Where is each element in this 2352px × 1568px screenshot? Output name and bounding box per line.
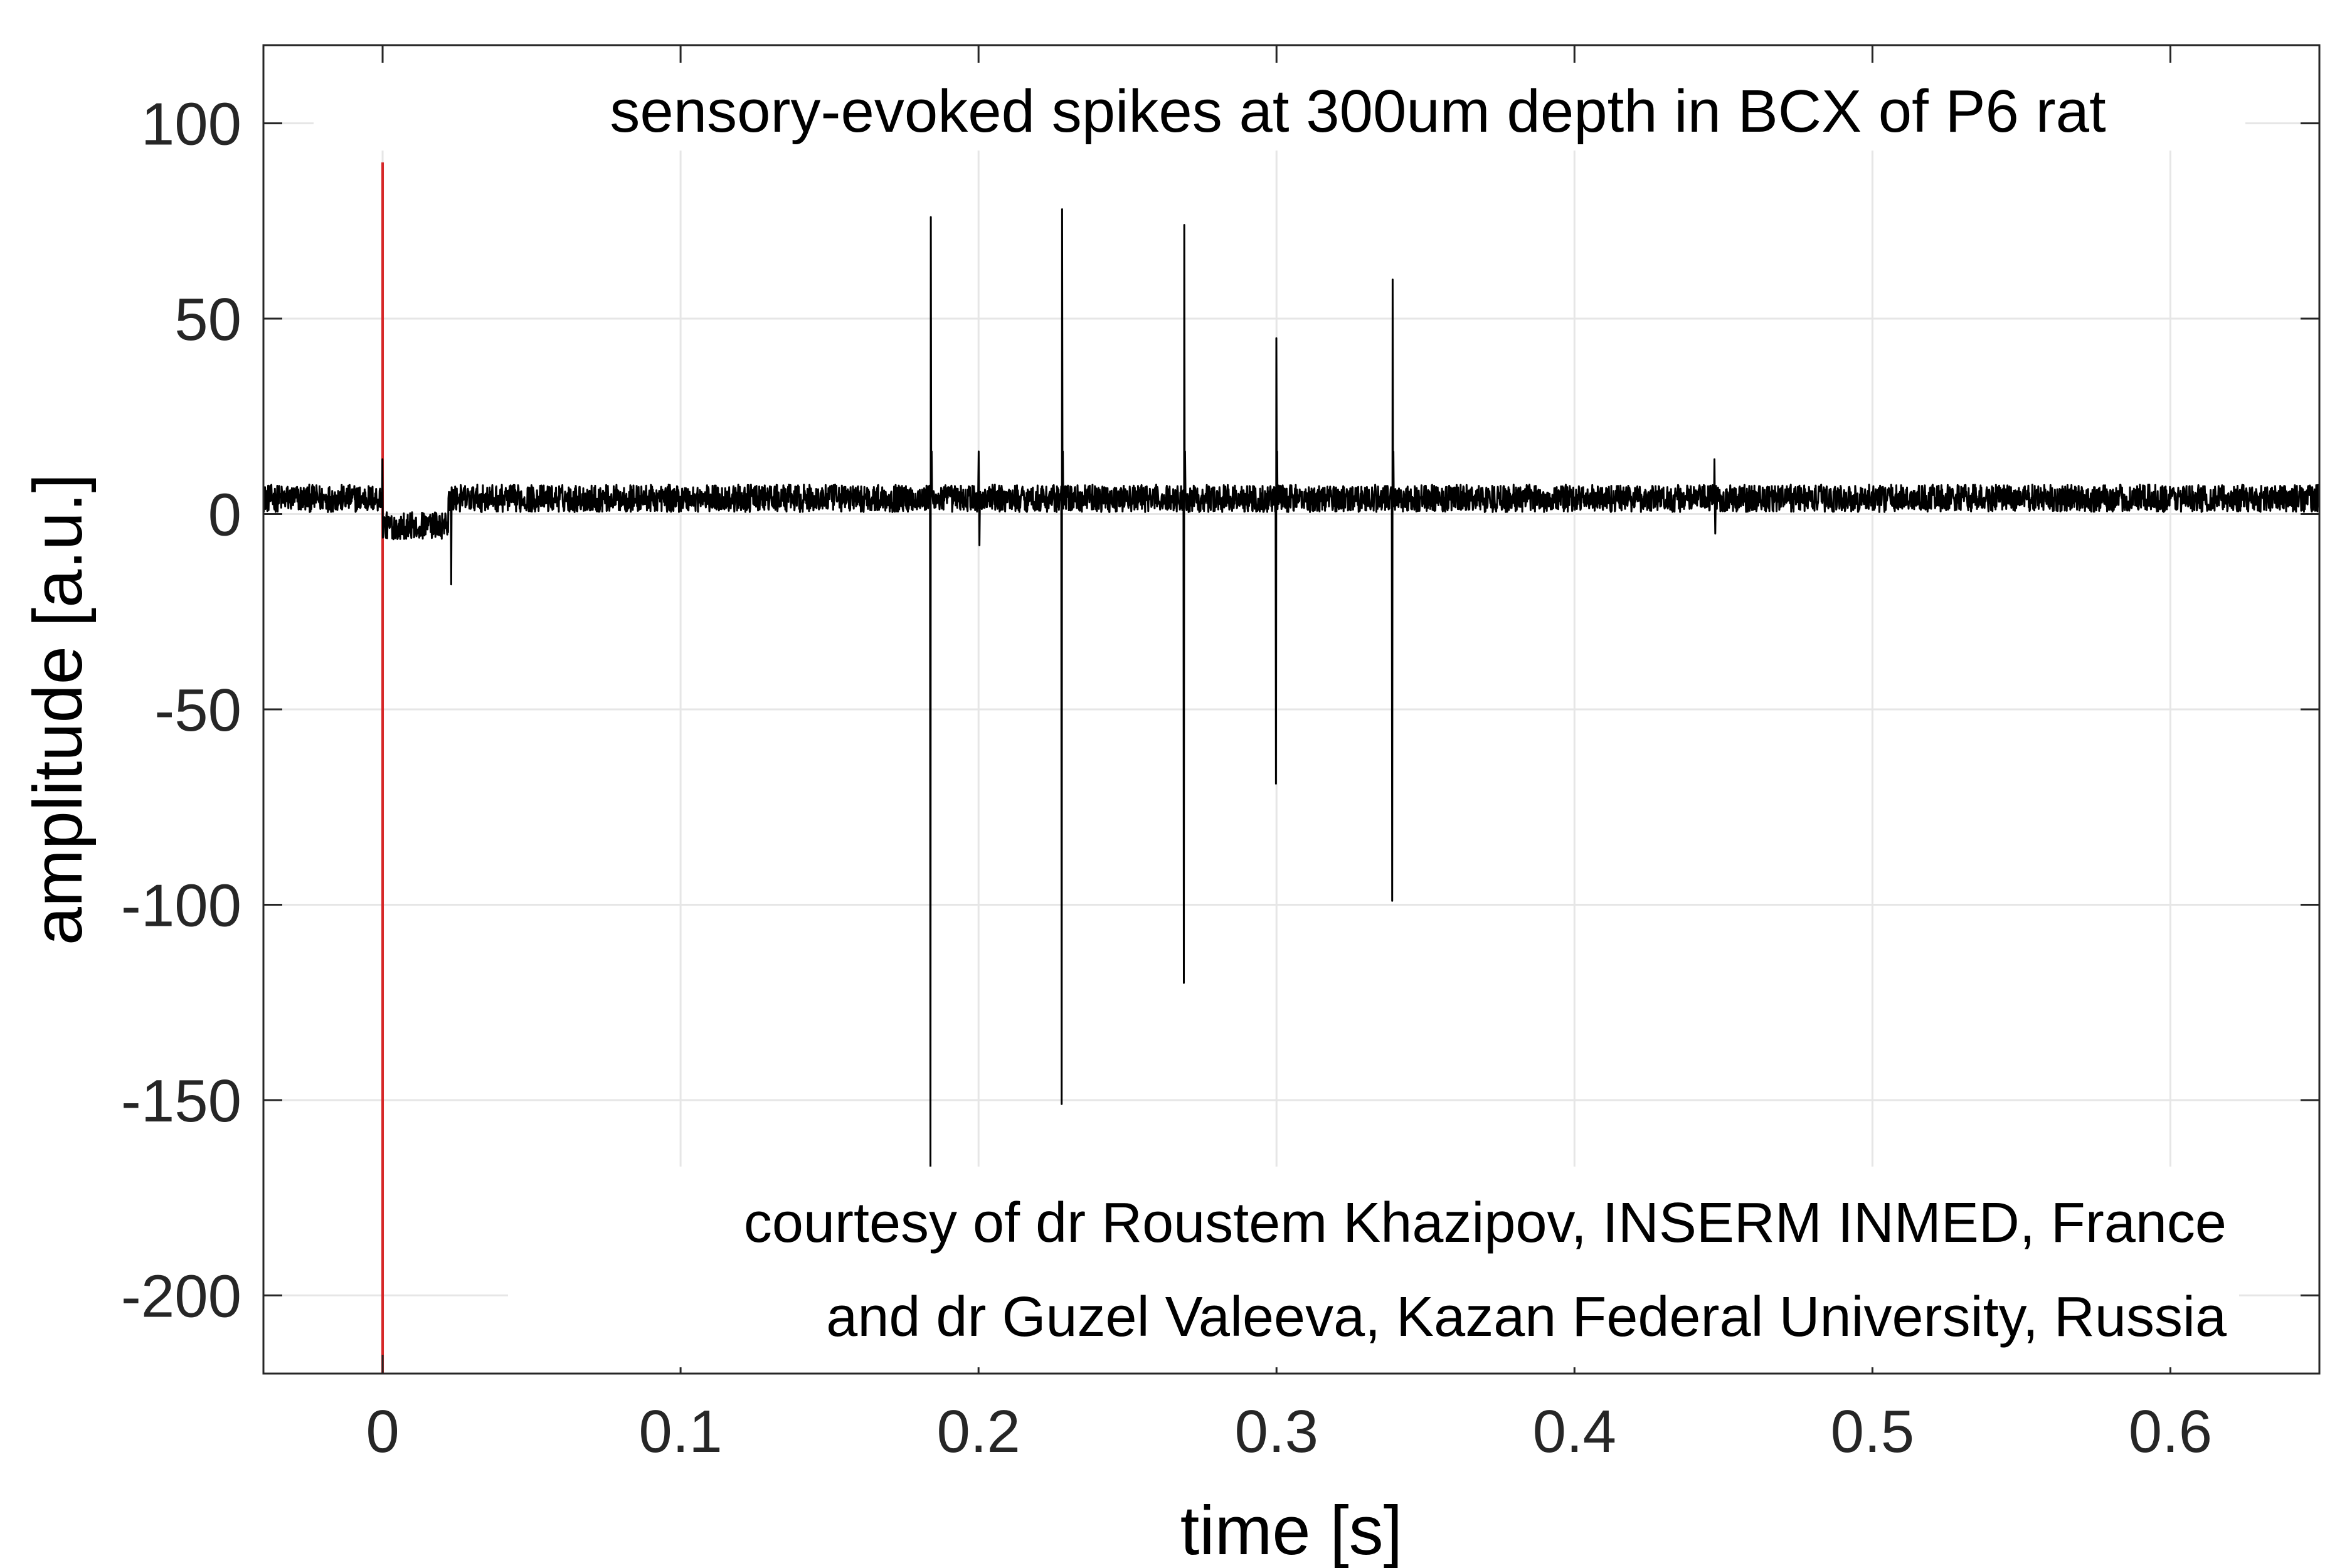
x-tick-label: 0.4	[1533, 1398, 1616, 1465]
x-tick-label: 0.6	[2129, 1398, 2212, 1465]
annotation-line-1: courtesy of dr Roustem Khazipov, INSERM …	[744, 1192, 2227, 1254]
x-tick-label: 0.5	[1831, 1398, 1914, 1465]
annotation-group: courtesy of dr Roustem Khazipov, INSERM …	[508, 1167, 2239, 1367]
y-tick-label: -50	[154, 677, 241, 744]
trace-layer	[263, 208, 2321, 1168]
x-tick-label: 0.3	[1235, 1398, 1318, 1465]
signal-trace	[263, 208, 2321, 1168]
title-group: sensory-evoked spikes at 300um depth in …	[314, 63, 2245, 151]
ticks: 0 0.1 0.2 0.3 0.4 0.5 0.6 100 50 0 -50 -100 -150 -200	[121, 45, 2319, 1465]
annotation-line-2: and dr Guzel Valeeva, Kazan Federal Univ…	[826, 1286, 2227, 1348]
y-tick-label: 100	[141, 91, 241, 158]
x-tick-label: 0.1	[638, 1398, 722, 1465]
x-tick-label: 0	[366, 1398, 399, 1465]
y-tick-label: -200	[121, 1263, 241, 1330]
title-background	[314, 63, 2245, 151]
chart-title: sensory-evoked spikes at 300um depth in …	[610, 78, 2106, 145]
annotation-background	[508, 1167, 2239, 1367]
y-tick-label: 0	[208, 482, 241, 549]
y-tick-label: -100	[121, 872, 241, 939]
y-tick-label: 50	[174, 286, 241, 353]
x-tick-label: 0.2	[936, 1398, 1020, 1465]
plot-frame	[262, 44, 2321, 1375]
x-axis-label: time [s]	[1180, 1492, 1403, 1568]
y-tick-label: -150	[121, 1067, 241, 1135]
y-axis-label: amplitude [a.u.]	[19, 474, 97, 945]
